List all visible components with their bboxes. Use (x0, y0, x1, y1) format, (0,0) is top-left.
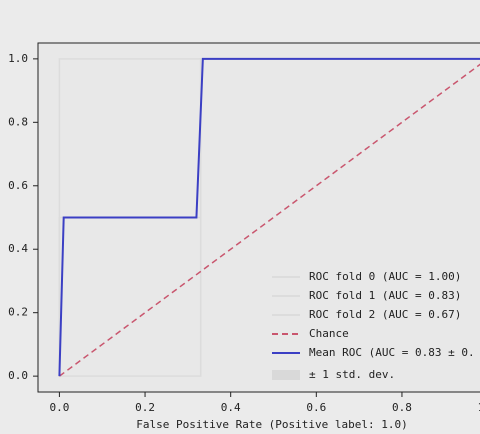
x-tick-label: 0.8 (392, 401, 412, 414)
legend-label: ROC fold 2 (AUC = 0.67) (309, 308, 461, 321)
legend-label: Mean ROC (AUC = 0.83 ± 0. (309, 346, 475, 359)
x-tick-label: 0.0 (49, 401, 69, 414)
legend-label: ROC fold 1 (AUC = 0.83) (309, 289, 461, 302)
line (58, 63, 480, 377)
x-tick-label: 0.6 (306, 401, 326, 414)
legend-label: Chance (309, 327, 349, 340)
line (58, 57, 480, 377)
y-tick-label: 0.6 (8, 179, 28, 192)
y-tick-label: 1.0 (8, 52, 28, 65)
y-tick-label: 0.2 (8, 306, 28, 319)
legend-label: ROC fold 0 (AUC = 1.00) (309, 270, 461, 283)
y-tick-label: 0.8 (8, 115, 28, 128)
x-tick-label: 1.0 (478, 401, 480, 414)
y-tick-label: 0.4 (8, 242, 28, 255)
x-axis-label: False Positive Rate (Positive label: 1.0… (136, 418, 408, 431)
y-tick-label: 0.0 (8, 369, 28, 382)
legend-label: ± 1 std. dev. (309, 368, 395, 381)
legend-swatch (272, 370, 300, 380)
x-tick-label: 0.4 (221, 401, 241, 414)
x-tick-label: 0.2 (135, 401, 155, 414)
